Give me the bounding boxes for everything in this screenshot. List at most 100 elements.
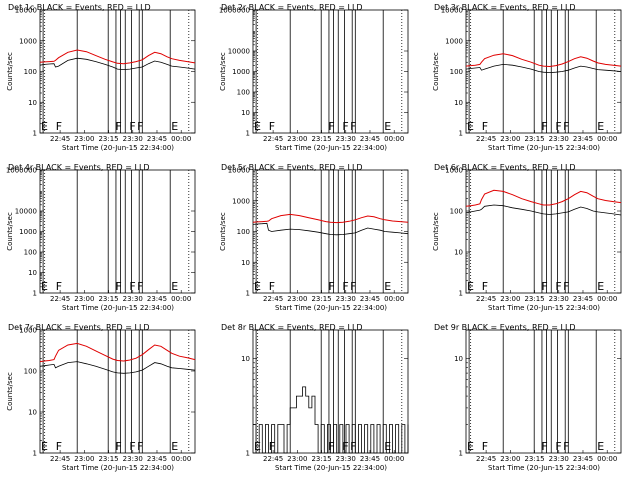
- y-tick-label: 10: [28, 99, 37, 107]
- interval-marker: E: [384, 440, 391, 453]
- x-tick-label: 23:15: [311, 135, 331, 143]
- y-tick-label: 10: [28, 409, 37, 417]
- y-tick-label: 100: [24, 368, 37, 376]
- x-tick-label: 23:30: [549, 135, 569, 143]
- interval-marker: F: [115, 280, 121, 293]
- panel-3: Det 3r BLACK = Events, RED = LLD 1 10 100 10…: [432, 3, 622, 152]
- x-tick-label: 23:00: [500, 135, 520, 143]
- interval-marker: F: [541, 120, 547, 133]
- interval-marker: E: [467, 280, 474, 293]
- y-tick-label: 10000: [15, 7, 37, 15]
- x-tick-label: 23:45: [147, 295, 167, 303]
- y-tick-label: 1000000: [219, 7, 250, 15]
- panel-2: Det 2r BLACK = Events, RED = LLD 1 10 100 10…: [219, 3, 409, 152]
- interval-marker: F: [563, 120, 569, 133]
- y-tick-label: 1: [459, 290, 463, 298]
- interval-marker: E: [254, 120, 261, 133]
- y-axis-label: Counts/sec: [219, 212, 227, 251]
- y-tick-label: 10: [454, 249, 463, 257]
- plot-frame: [39, 9, 196, 134]
- interval-marker: F: [137, 440, 143, 453]
- y-axis-label: Counts/sec: [6, 212, 14, 251]
- x-axis-label: Start Time (20-Jun-15 22:34:00): [488, 304, 600, 312]
- interval-marker: E: [254, 280, 261, 293]
- events-series-line: [39, 361, 196, 374]
- x-tick-label: 00:00: [597, 135, 617, 143]
- panel-8: Det 8r BLACK = Events, RED = LLD 1 10 22:45…: [221, 323, 409, 472]
- events-series-line: [39, 57, 196, 71]
- x-tick-label: 23:15: [524, 295, 544, 303]
- interval-marker: E: [597, 280, 604, 293]
- panel-title: Det 9r BLACK = Events, RED = LLD: [434, 323, 576, 332]
- x-tick-label: 23:45: [573, 455, 593, 463]
- panel-title: Det 1c BLACK = Events, RED = LLD: [8, 3, 151, 12]
- y-tick-label: 10000: [228, 167, 250, 175]
- y-tick-label: 1: [33, 290, 37, 298]
- y-tick-label: 10000: [441, 7, 463, 15]
- y-tick-label: 100: [450, 68, 463, 76]
- interval-marker: E: [467, 440, 474, 453]
- panel-4: Det 4r BLACK = Events, RED = LLD 1 10 100 10…: [6, 163, 196, 312]
- x-tick-label: 23:00: [500, 295, 520, 303]
- lld-series-line: [465, 189, 622, 207]
- x-tick-label: 23:00: [287, 295, 307, 303]
- plot-frame: [465, 9, 622, 134]
- y-tick-label: 1: [246, 290, 250, 298]
- interval-marker: F: [137, 120, 143, 133]
- y-tick-label: 100: [24, 68, 37, 76]
- interval-marker: E: [41, 120, 48, 133]
- x-tick-label: 22:45: [476, 295, 496, 303]
- panel-6: Det 6r BLACK = Events, RED = LLD 1 10 100 10…: [432, 163, 622, 312]
- lld-series-line: [39, 49, 196, 65]
- x-tick-label: 23:45: [573, 135, 593, 143]
- panel-title: Det 8r BLACK = Events, RED = LLD: [221, 323, 363, 332]
- interval-marker: E: [171, 440, 178, 453]
- panel-title: Det 2r BLACK = Events, RED = LLD: [221, 3, 363, 12]
- x-axis-label: Start Time (20-Jun-15 22:34:00): [488, 144, 600, 152]
- x-tick-label: 23:15: [98, 295, 118, 303]
- x-tick-label: 00:00: [597, 295, 617, 303]
- interval-marker: F: [482, 440, 488, 453]
- y-tick-label: 10: [241, 109, 250, 117]
- y-tick-label: 1: [33, 450, 37, 458]
- y-tick-label: 10: [241, 259, 250, 267]
- events-series-line: [465, 63, 622, 74]
- interval-marker: F: [129, 280, 135, 293]
- x-tick-label: 00:00: [384, 455, 404, 463]
- interval-marker: F: [115, 120, 121, 133]
- x-tick-label: 23:45: [360, 135, 380, 143]
- y-tick-label: 1: [459, 450, 463, 458]
- interval-marker: F: [563, 440, 569, 453]
- y-tick-label: 100: [237, 228, 250, 236]
- y-tick-label: 10: [454, 99, 463, 107]
- panel-title: Det 4r BLACK = Events, RED = LLD: [8, 163, 150, 172]
- x-axis-label: Start Time (20-Jun-15 22:34:00): [62, 304, 174, 312]
- y-tick-label: 1000: [232, 68, 250, 76]
- x-tick-label: 23:00: [500, 455, 520, 463]
- x-tick-label: 00:00: [171, 295, 191, 303]
- lld-series-line: [39, 342, 196, 363]
- panel-1: Det 1c BLACK = Events, RED = LLD 1 10 100 10…: [6, 3, 196, 152]
- x-tick-label: 23:00: [287, 135, 307, 143]
- interval-marker: F: [350, 440, 356, 453]
- y-tick-label: 10: [28, 269, 37, 277]
- interval-marker: F: [555, 440, 561, 453]
- x-tick-label: 22:45: [476, 135, 496, 143]
- x-axis-label: Start Time (20-Jun-15 22:34:00): [275, 464, 387, 472]
- x-tick-label: 22:45: [50, 455, 70, 463]
- panel-title: Det 5r BLACK = Events, RED = LLD: [221, 163, 363, 172]
- interval-marker: E: [254, 440, 261, 453]
- x-tick-label: 23:00: [74, 295, 94, 303]
- x-tick-label: 23:00: [287, 455, 307, 463]
- interval-marker: E: [384, 120, 391, 133]
- x-axis-label: Start Time (20-Jun-15 22:34:00): [62, 464, 174, 472]
- x-tick-label: 23:30: [336, 135, 356, 143]
- y-tick-label: 100: [237, 89, 250, 97]
- interval-marker: E: [171, 280, 178, 293]
- x-tick-label: 00:00: [384, 295, 404, 303]
- x-tick-label: 00:00: [384, 135, 404, 143]
- lld-series-line: [252, 213, 409, 224]
- x-tick-label: 23:30: [336, 295, 356, 303]
- events-series-line: [252, 222, 409, 236]
- y-tick-label: 1000: [19, 228, 37, 236]
